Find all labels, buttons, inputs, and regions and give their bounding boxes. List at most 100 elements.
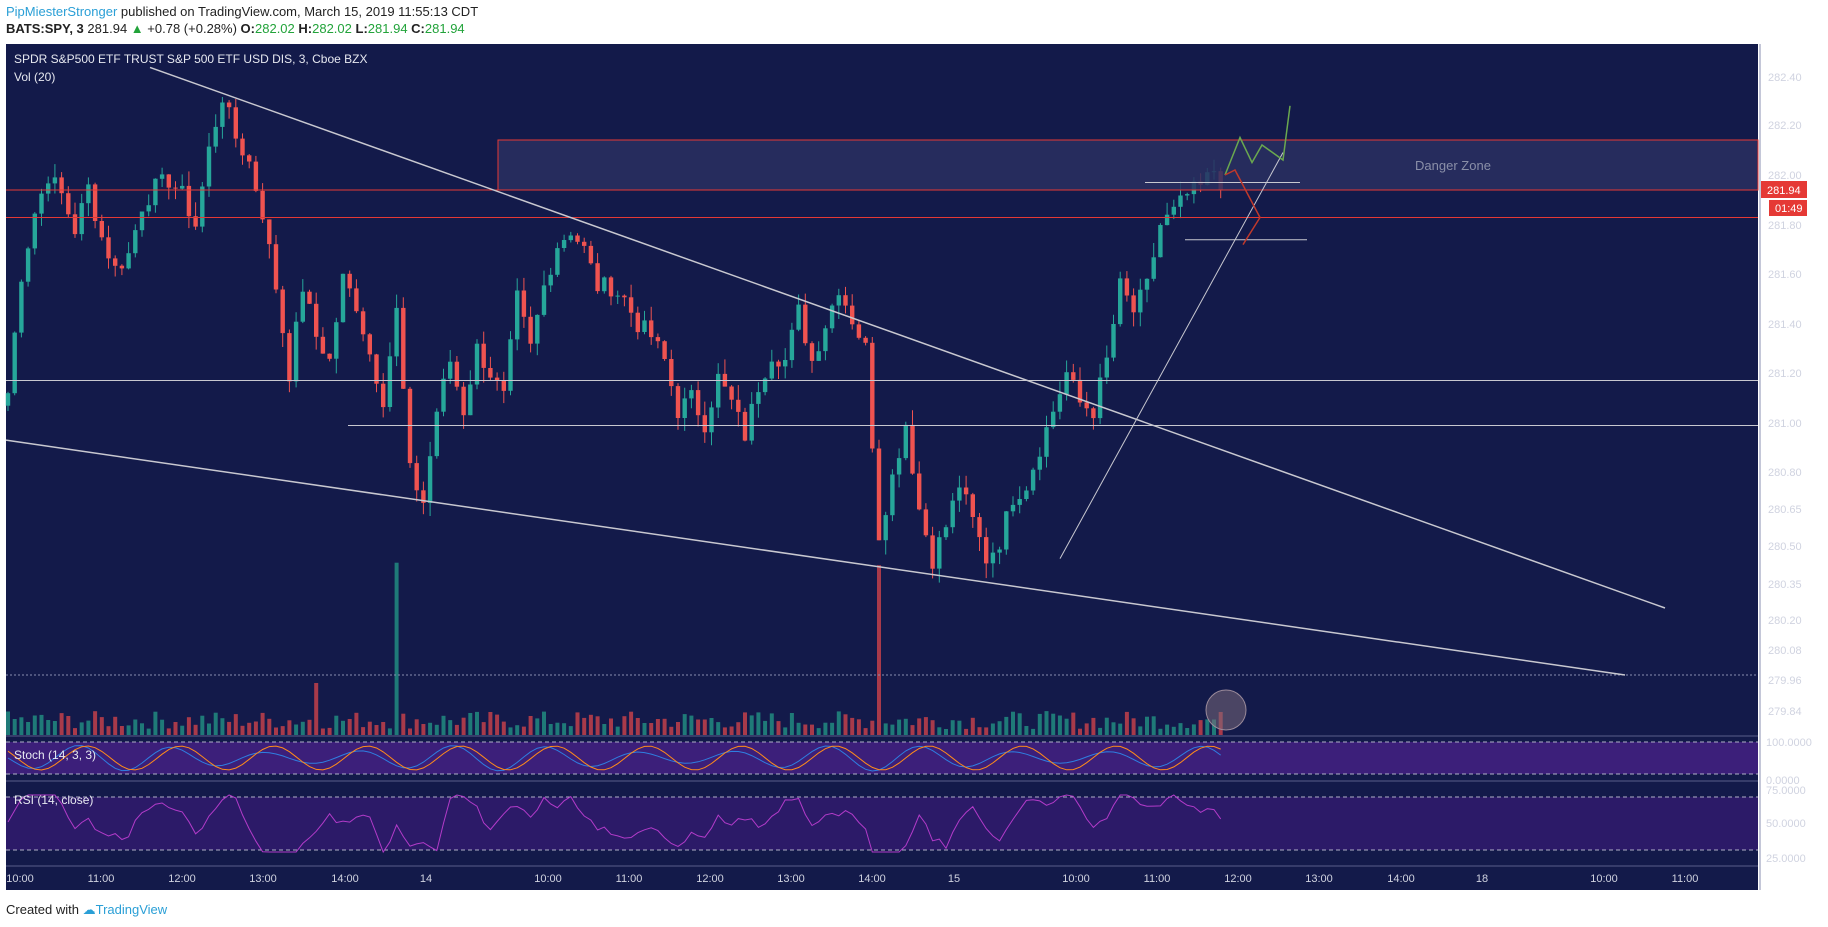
wedge-lower-trendline[interactable] <box>5 439 1626 676</box>
volume-bar <box>488 712 493 735</box>
volume-bar <box>126 725 131 735</box>
candle-body <box>293 321 299 382</box>
volume-bar <box>106 726 111 735</box>
candle-body <box>850 305 855 325</box>
candle-body <box>555 248 560 275</box>
volume-bar <box>253 721 258 735</box>
volume-bar <box>937 727 942 735</box>
rising-trendline[interactable] <box>1059 152 1284 559</box>
volume-bar <box>1024 726 1029 735</box>
candle-body <box>461 386 466 416</box>
y-tick-label: 281.60 <box>1768 269 1802 281</box>
candle-body <box>481 343 486 368</box>
candle-body <box>863 337 868 343</box>
candle-body <box>655 337 661 342</box>
candle-body <box>836 295 841 306</box>
volume-bar <box>361 727 366 735</box>
volume-bar <box>501 721 506 735</box>
low-label: L: <box>355 21 368 36</box>
volume-bar <box>12 719 17 735</box>
volume-bar <box>970 717 975 735</box>
candle-body <box>1017 499 1022 505</box>
y-tick-label: 281.40 <box>1768 319 1802 331</box>
candle-body <box>113 258 118 266</box>
candle-body <box>501 380 506 391</box>
volume-bar <box>843 714 848 735</box>
stoch-k-line <box>7 745 1221 772</box>
candle-body <box>896 458 902 475</box>
volume-bar <box>374 725 379 735</box>
descending-trendline[interactable] <box>149 66 1666 609</box>
candle-body <box>970 494 975 517</box>
candle-body <box>856 324 862 338</box>
volume-highlight-circle[interactable] <box>1205 689 1247 731</box>
volume-bar <box>454 724 459 735</box>
volume-bar <box>682 714 687 735</box>
volume-bar <box>836 711 841 735</box>
countdown-badge <box>1769 200 1807 216</box>
candle-body <box>1084 402 1089 409</box>
candle-body <box>193 216 198 227</box>
y-tick-label: 281.00 <box>1768 418 1802 430</box>
tradingview-logo-icon[interactable]: ☁ <box>82 902 96 917</box>
volume-bar <box>1185 728 1190 735</box>
volume-bar <box>173 722 178 735</box>
candle-body <box>46 183 51 194</box>
volume-bar <box>877 565 881 735</box>
volume-bar <box>729 726 734 735</box>
volume-bar <box>749 715 754 735</box>
volume-bar <box>863 728 868 735</box>
close-label: C: <box>411 21 425 36</box>
candle-body <box>300 291 305 322</box>
volume-bar <box>508 727 513 735</box>
volume-bar <box>1198 720 1203 735</box>
countdown-badge-text: 01:49 <box>1775 203 1803 215</box>
candle-body <box>1057 394 1063 412</box>
candle-body <box>66 193 71 215</box>
candle-body <box>1004 511 1009 550</box>
brand-link[interactable]: TradingView <box>95 902 168 917</box>
volume-bar <box>944 729 948 735</box>
volume-bar <box>756 712 761 735</box>
volume-bar <box>676 722 680 735</box>
candle-body <box>575 235 580 242</box>
volume-bar <box>702 719 707 735</box>
volume-bar <box>515 725 520 735</box>
danger-zone-box[interactable] <box>497 139 1759 191</box>
volume-bar <box>736 722 741 735</box>
volume-bar <box>964 728 969 735</box>
y-tick-label: 281.20 <box>1768 368 1802 380</box>
volume-bar <box>957 720 962 735</box>
volume-bar <box>548 724 553 735</box>
volume-bar <box>535 718 540 735</box>
candle-body <box>314 303 319 337</box>
volume-bar <box>307 719 312 735</box>
x-tick-label: 13:00 <box>1305 873 1333 885</box>
bearish-projection-path <box>1224 169 1261 245</box>
candle-body <box>595 263 600 292</box>
volume-bar <box>890 724 895 735</box>
candle-body <box>99 221 104 238</box>
author-link[interactable]: PipMiesterStronger <box>6 4 118 19</box>
volume-bar <box>602 724 607 735</box>
volume-bar <box>468 713 473 735</box>
close-value: 281.94 <box>424 21 465 36</box>
candle-body <box>488 368 493 378</box>
y-tick-label: 282.00 <box>1768 170 1802 182</box>
x-tick-label: 12:00 <box>1224 873 1252 885</box>
volume-bar <box>334 715 339 735</box>
candle-body <box>608 277 614 297</box>
volume-bar <box>1138 726 1143 735</box>
candle-body <box>796 304 801 330</box>
candle-body <box>454 361 460 387</box>
volume-bar <box>1057 715 1062 735</box>
price-chart[interactable]: 282.40 282.20 282.00 281.80 281.60 281.40 281.… <box>0 0 1828 895</box>
candle-body <box>602 277 607 292</box>
x-tick-label: 10:00 <box>534 873 562 885</box>
x-tick-label: 12:00 <box>696 873 724 885</box>
volume-bar <box>1191 724 1196 735</box>
volume-bar <box>977 727 982 735</box>
candle-body <box>642 320 647 332</box>
volume-bar <box>1004 716 1009 735</box>
candle-body <box>622 295 627 298</box>
